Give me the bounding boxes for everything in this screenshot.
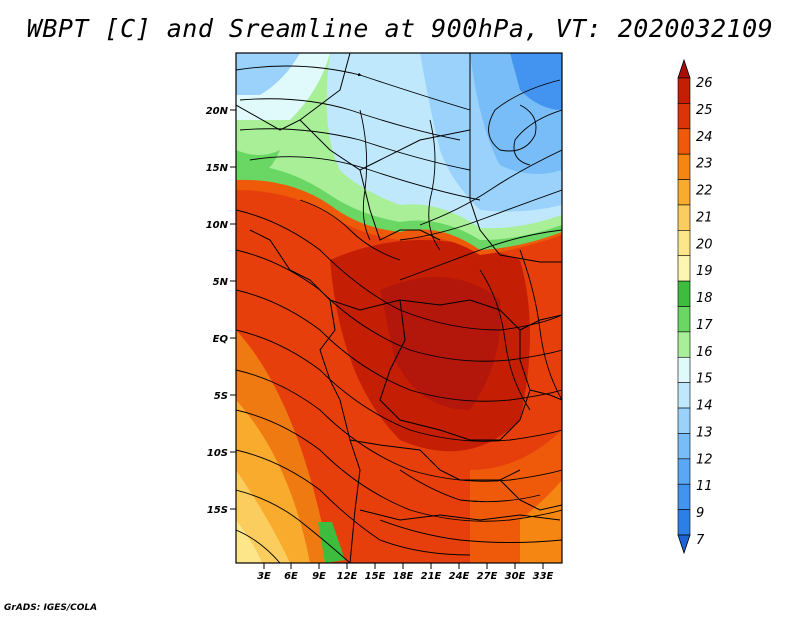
colorbar-bottom-arrow <box>677 534 691 555</box>
lon-label: 6E <box>284 571 298 582</box>
colorbar-box <box>677 280 691 307</box>
colorbar-label: 11 <box>696 479 713 494</box>
colorbar-box <box>677 331 691 358</box>
colorbar-label: 7 <box>696 533 705 548</box>
colorbar-box <box>677 204 691 231</box>
lat-label: 20N <box>206 106 229 117</box>
map-title: WBPT [C] and Sreamline at 900hPa, VT: 20… <box>26 14 774 43</box>
colorbar-box <box>677 230 691 257</box>
colorbar: 26 25 24 23 22 21 20 19 18 17 16 15 14 13 12 11 9 7 <box>677 58 713 555</box>
map-frame <box>235 52 563 564</box>
colorbar-label: 19 <box>696 264 713 279</box>
country-borders <box>236 53 562 563</box>
colorbar-label: 16 <box>696 345 713 360</box>
colorbar-label: 21 <box>696 210 713 225</box>
colorbar-top-arrow <box>677 58 691 79</box>
colorbar-label: 12 <box>696 452 713 467</box>
lon-label: 24E <box>449 571 470 582</box>
colorbar-label: 14 <box>696 399 713 414</box>
colorbar-label: 13 <box>696 425 713 440</box>
colorbar-box <box>677 458 691 485</box>
colorbar-label: 9 <box>696 506 704 521</box>
colorbar-label: 25 <box>696 103 713 118</box>
colorbar-box <box>677 306 691 333</box>
lon-label: 9E <box>312 571 326 582</box>
lon-label: 30E <box>505 571 526 582</box>
lon-label: 27E <box>477 571 498 582</box>
lon-label: 3E <box>257 571 271 582</box>
lon-label: 15E <box>365 571 386 582</box>
colorbar-box <box>677 103 691 130</box>
colorbar-box <box>677 128 691 155</box>
colorbar-box <box>677 433 691 460</box>
colorbar-box <box>677 407 691 434</box>
lon-label: 12E <box>337 571 358 582</box>
colorbar-box <box>677 179 691 206</box>
lat-label: 15N <box>206 163 229 174</box>
colorbar-label: 17 <box>696 318 713 333</box>
colorbar-box <box>677 153 691 180</box>
colorbar-label: 18 <box>696 291 713 306</box>
colorbar-label: 15 <box>696 372 713 387</box>
colorbar-box <box>677 382 691 409</box>
colorbar-label: 24 <box>696 130 713 145</box>
colorbar-box <box>677 509 691 536</box>
colorbar-box <box>677 483 691 510</box>
colorbar-box <box>677 255 691 282</box>
colorbar-label: 26 <box>696 76 713 91</box>
colorbar-label: 20 <box>696 237 713 252</box>
lat-label: 5S <box>214 391 228 402</box>
lat-axis: 20N 15N 10N 5N EQ 5S 10S 15S <box>206 106 236 516</box>
streamlines <box>236 65 562 563</box>
lat-label: EQ <box>213 334 229 345</box>
wbpt-field <box>236 53 562 563</box>
colorbar-box <box>677 356 691 383</box>
colorbar-label: 23 <box>696 157 713 172</box>
lon-axis: 3E 6E 9E 12E 15E 18E 21E 24E 27E 30E 33E <box>257 563 554 582</box>
credit-text: GrADS: IGES/COLA <box>4 603 98 613</box>
colorbar-label: 22 <box>696 184 713 199</box>
lon-label: 21E <box>421 571 442 582</box>
lat-label: 15S <box>207 505 228 516</box>
lon-label: 18E <box>393 571 414 582</box>
lat-label: 10S <box>207 448 228 459</box>
lat-label: 5N <box>213 277 229 288</box>
lon-label: 33E <box>533 571 554 582</box>
colorbar-box <box>677 77 691 104</box>
lat-label: 10N <box>206 220 229 231</box>
